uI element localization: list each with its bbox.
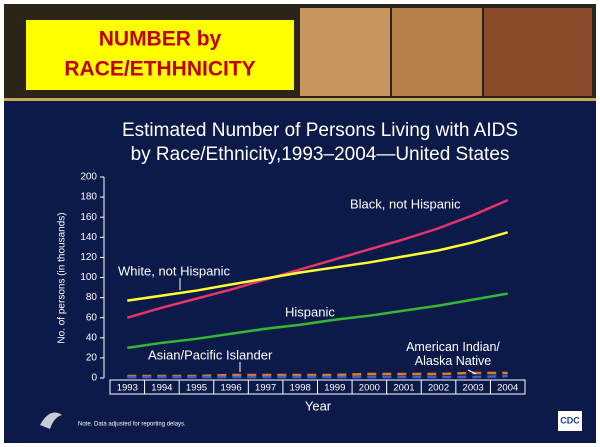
header-rule [4,98,596,101]
photo [484,8,592,96]
x-tick-label: 1997 [255,383,276,394]
series-label: Asian/Pacific Islander [148,347,273,362]
x-tick-label: 1995 [186,383,207,394]
y-tick-label: 80 [86,292,98,303]
y-tick-label: 100 [80,272,97,283]
x-tick-label: 2000 [359,383,380,394]
x-tick-label: 2001 [393,383,414,394]
series-line [126,198,509,319]
y-tick-label: 160 [80,212,97,223]
series-label: Black, not Hispanic [350,196,461,211]
photo [300,8,390,96]
y-tick-label: 0 [91,373,97,384]
photo [392,8,482,96]
series-line [127,231,509,302]
y-tick-label: 40 [86,332,98,343]
header-title: NUMBER by [99,28,222,51]
series-label: American Indian/ Alaska Native [406,340,500,368]
y-tick-label: 200 [80,172,97,183]
series-label: White, not Hispanic [118,263,230,278]
callout-arrow [467,369,477,375]
x-tick-label: 1993 [117,383,138,394]
y-tick-label: 180 [80,192,97,203]
x-tick-label: 1996 [220,383,241,394]
y-tick-label: 120 [80,252,97,263]
header-title: RACE/ETHHNICITY [64,58,255,81]
x-tick-label: 1999 [324,383,345,394]
series-line [127,292,508,350]
hhs-logo [40,412,62,429]
x-tick-label: 2003 [463,383,484,394]
x-axis-title: Year [305,398,332,413]
x-tick-label: 2002 [428,383,449,394]
chart-title: Estimated Number of Persons Living with … [122,120,518,141]
note: Note. Data adjusted for reporting delays… [78,422,186,428]
y-tick-label: 140 [80,232,97,243]
x-tick-label: 1998 [290,383,311,394]
logo-box [558,411,582,431]
y-tick-label: 60 [86,312,98,323]
series-label: Hispanic [285,304,335,319]
x-tick-label: 1994 [151,383,172,394]
series-label-box: American Indian/ Alaska Native [406,340,500,368]
y-axis-title: No. of persons (in thousands) [57,212,68,343]
y-tick-label: 20 [86,353,98,364]
chart-title: by Race/Ethnicity,1993–2004—United State… [131,144,510,165]
x-tick-label: 2004 [497,383,518,394]
logo: CDC [560,415,580,425]
header-box [26,20,294,90]
series-line [127,374,508,379]
